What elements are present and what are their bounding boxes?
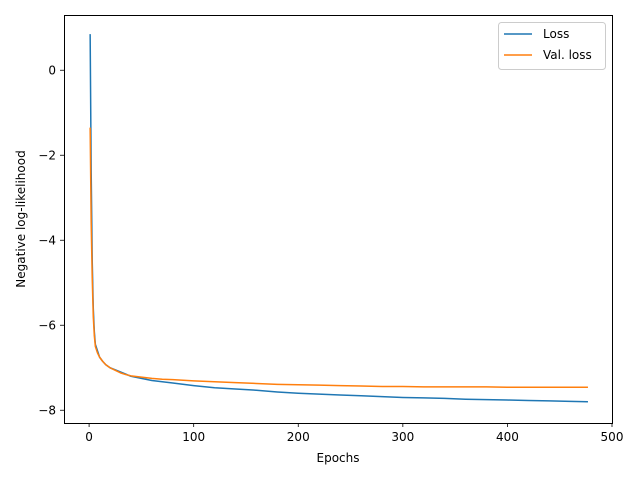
legend-label-loss: Loss (543, 27, 569, 41)
x-tick-label: 400 (496, 430, 519, 444)
x-axis-label: Epochs (317, 451, 360, 465)
y-tick-label: −8 (38, 403, 56, 417)
y-tick-label: −2 (38, 148, 56, 162)
x-tick-label: 200 (287, 430, 310, 444)
y-axis: −8 −6 −4 −2 0 (38, 63, 64, 417)
x-tick-label: 0 (85, 430, 93, 444)
series-line-val-loss (89, 127, 588, 389)
series-layer (89, 34, 588, 403)
y-tick-label: −6 (38, 318, 56, 332)
y-tick-label: −4 (38, 233, 56, 247)
y-tick-label: 0 (48, 63, 56, 77)
plot-frame (64, 15, 613, 424)
y-axis-label: Negative log-likelihood (14, 150, 28, 287)
x-tick-label: 300 (391, 430, 414, 444)
legend: Loss Val. loss (498, 22, 606, 70)
x-tick-label: 500 (601, 430, 624, 444)
x-tick-label: 100 (182, 430, 205, 444)
legend-label-val-loss: Val. loss (543, 48, 592, 62)
x-axis: 0 100 200 300 400 500 (85, 423, 623, 444)
